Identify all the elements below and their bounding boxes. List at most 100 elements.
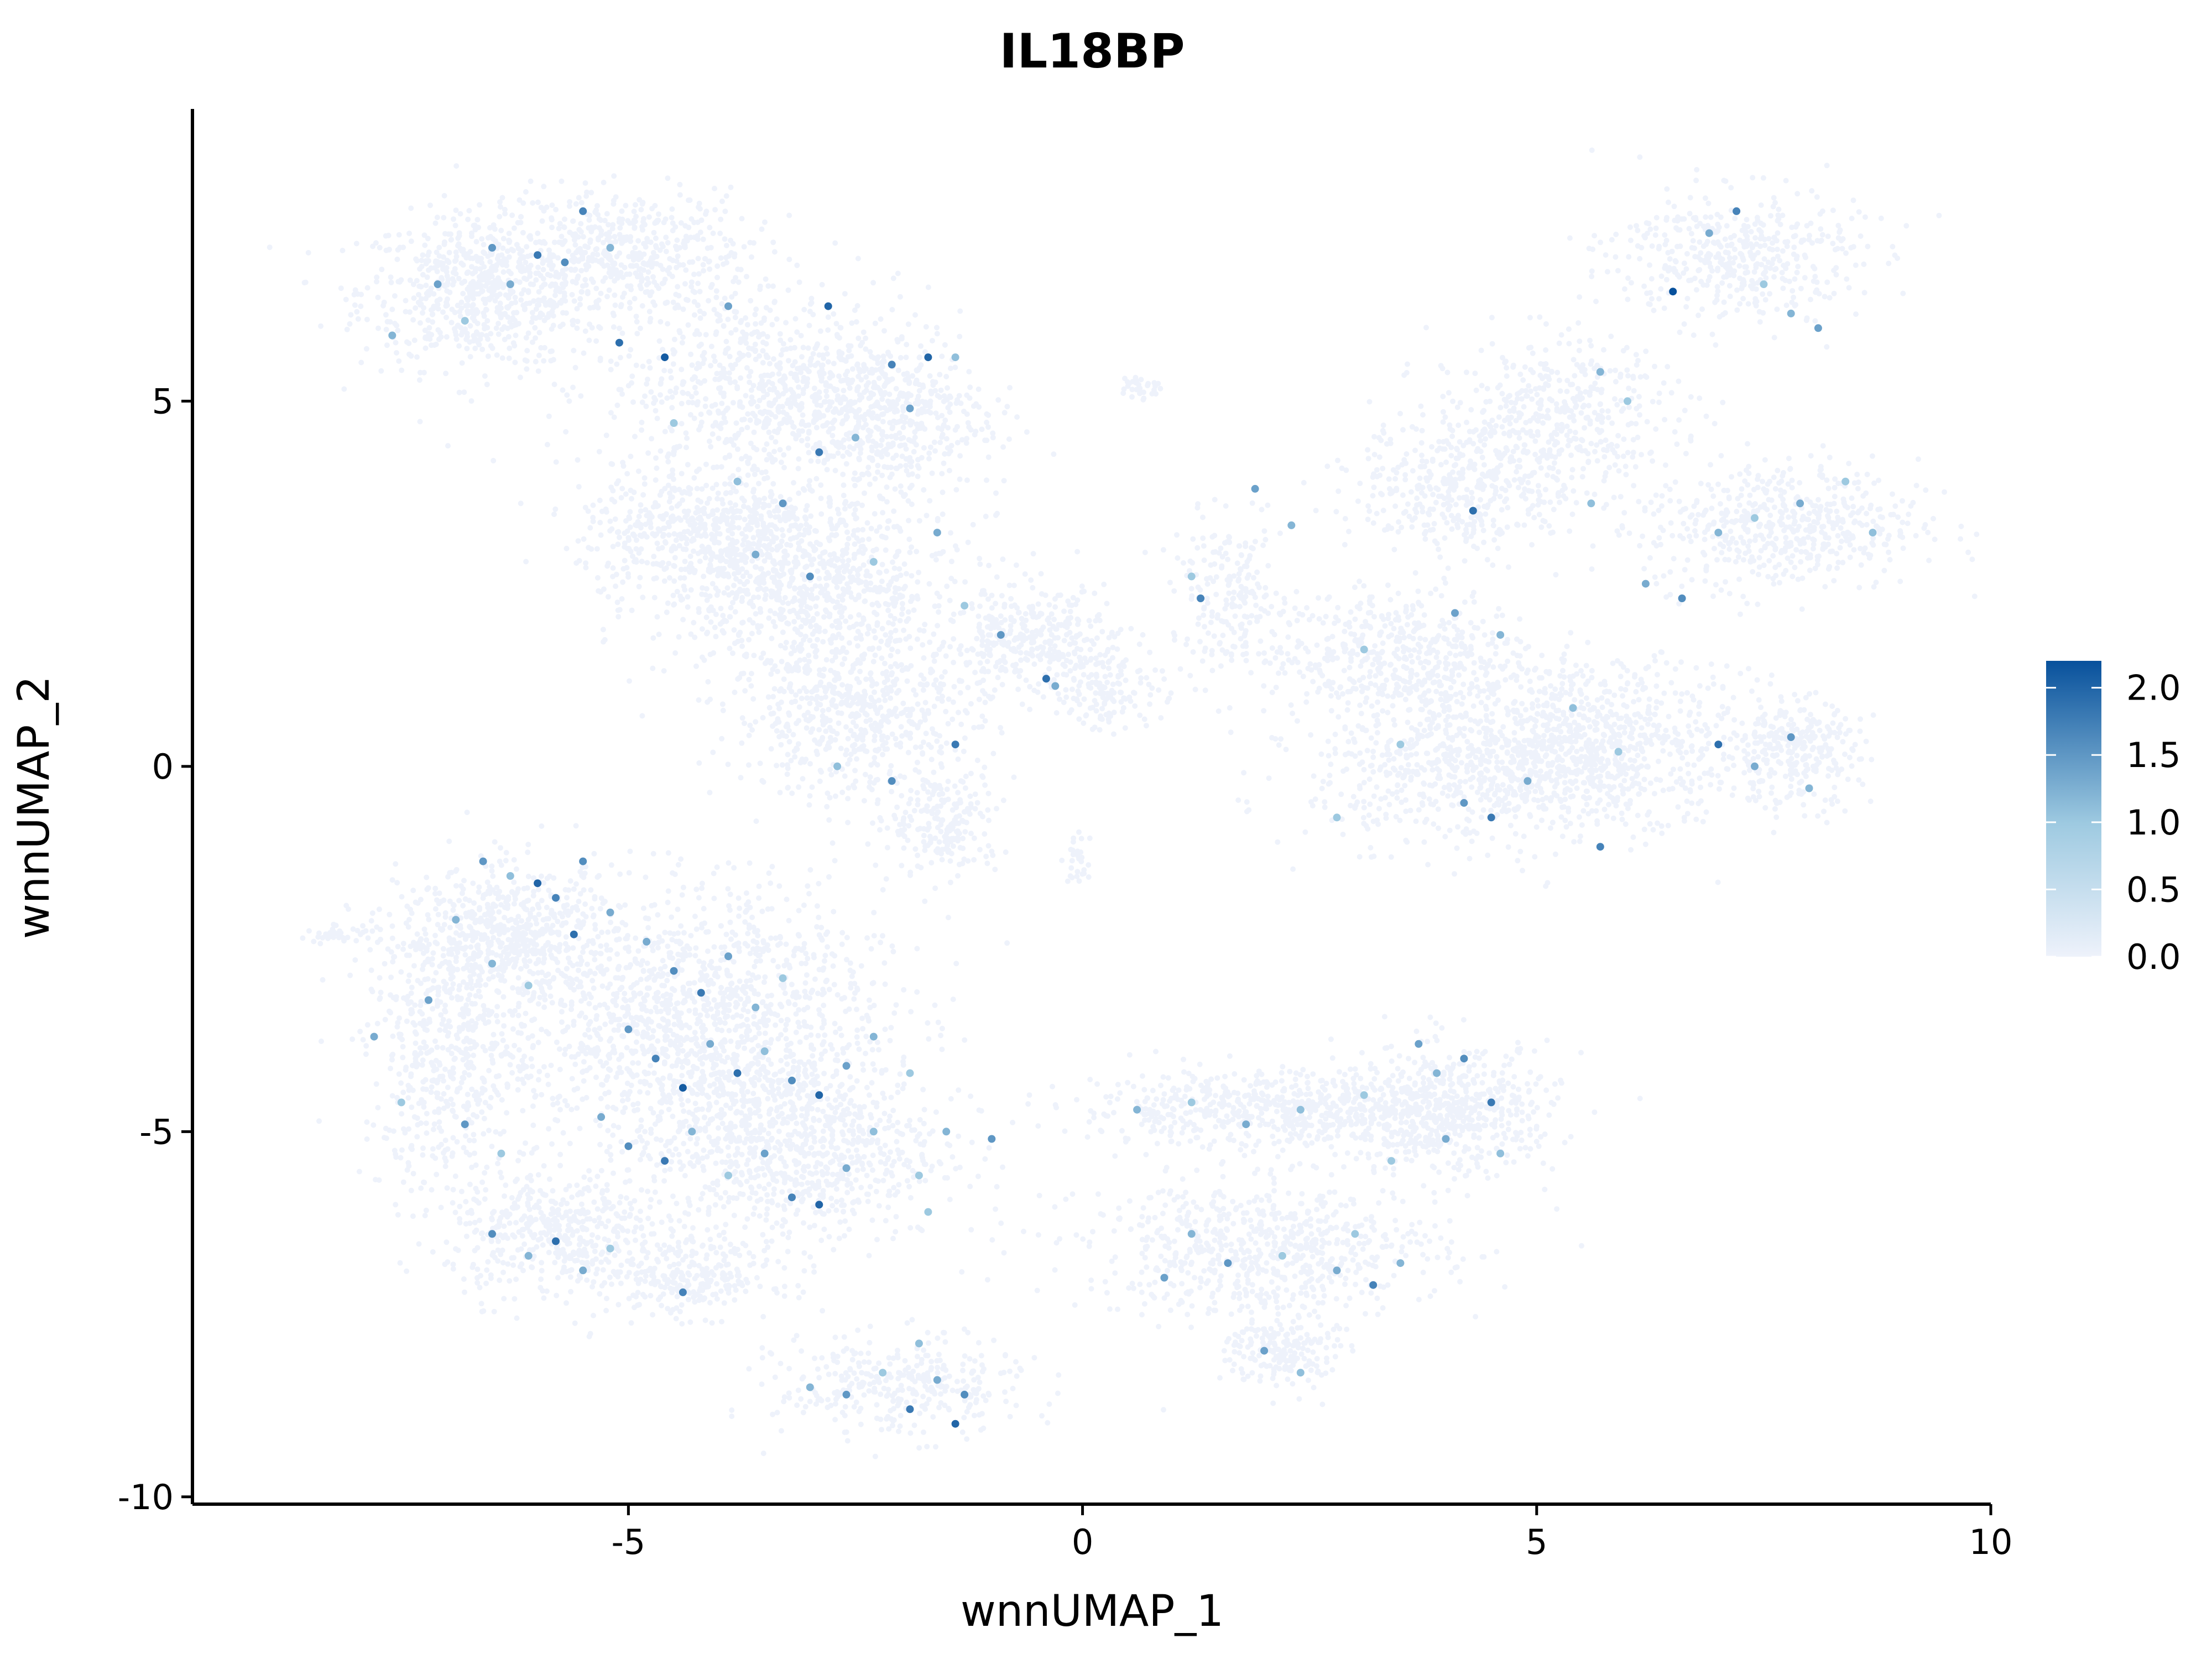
background-cell <box>936 839 942 845</box>
background-cell <box>651 594 658 601</box>
background-cell <box>877 585 883 591</box>
background-cell <box>802 565 808 570</box>
background-cell <box>396 358 402 364</box>
background-cell <box>672 555 678 561</box>
background-cell <box>901 419 907 425</box>
background-cell <box>594 575 601 581</box>
background-cell <box>872 320 878 326</box>
background-cell <box>1051 451 1057 457</box>
background-cell <box>810 311 816 317</box>
background-cell <box>770 283 776 289</box>
background-cell <box>784 762 790 768</box>
background-cell <box>1015 634 1021 640</box>
background-cell <box>788 758 794 764</box>
background-cell <box>746 637 752 643</box>
background-cell <box>358 359 364 366</box>
background-cell <box>755 624 761 630</box>
background-cell <box>775 408 781 414</box>
background-cell <box>720 707 726 713</box>
background-cell <box>832 240 838 246</box>
background-cell <box>699 486 705 492</box>
background-cell <box>662 216 669 222</box>
background-cell <box>1110 681 1116 687</box>
background-cell <box>781 416 787 422</box>
background-cell <box>629 263 635 269</box>
background-cell <box>802 633 808 639</box>
background-cell <box>926 821 932 827</box>
background-cell <box>524 366 530 372</box>
background-cell <box>726 592 732 598</box>
background-cell <box>984 644 990 650</box>
background-cell <box>735 631 742 637</box>
background-cell <box>885 607 891 613</box>
background-cell <box>766 503 772 509</box>
background-cell <box>644 534 650 540</box>
background-cell <box>948 576 954 581</box>
background-cell <box>457 211 463 217</box>
background-cell <box>721 323 727 329</box>
background-cell <box>680 497 686 503</box>
background-cell <box>792 316 799 322</box>
background-cell <box>575 234 581 240</box>
background-cell <box>703 614 709 620</box>
background-cell <box>915 863 921 869</box>
background-cell <box>732 690 738 695</box>
background-cell <box>798 624 804 630</box>
background-cell <box>427 202 433 208</box>
background-cell <box>757 398 763 404</box>
background-cell <box>520 229 526 236</box>
background-cell <box>713 294 719 300</box>
background-cell <box>808 300 815 306</box>
background-cell <box>541 282 547 288</box>
background-cell <box>549 202 555 208</box>
background-cell <box>861 798 867 804</box>
background-cell <box>611 201 617 207</box>
background-cell <box>354 309 360 315</box>
background-cell <box>962 829 968 835</box>
background-cell <box>536 352 542 358</box>
background-cell <box>577 246 583 252</box>
background-cell <box>918 362 924 368</box>
background-cell <box>940 489 946 495</box>
background-cell <box>914 368 920 374</box>
background-cell <box>839 682 846 688</box>
background-cell <box>679 471 685 477</box>
background-cell <box>828 772 834 778</box>
background-cell <box>612 233 618 239</box>
background-cell <box>462 326 468 332</box>
background-cell <box>441 239 447 245</box>
background-cell <box>671 544 676 550</box>
background-cell <box>763 469 769 475</box>
background-cell <box>982 764 988 770</box>
background-cell <box>914 549 920 555</box>
background-cell <box>716 435 722 441</box>
background-cell <box>879 655 885 661</box>
background-cell <box>418 284 424 290</box>
background-cell <box>906 392 912 398</box>
background-cell <box>769 381 775 387</box>
background-cell <box>562 273 568 279</box>
background-cell <box>903 354 909 361</box>
background-cell <box>875 354 881 360</box>
background-cell <box>668 375 674 381</box>
background-cell <box>946 468 952 473</box>
background-cell <box>675 253 681 259</box>
background-cell <box>877 524 883 530</box>
background-cell <box>792 626 798 632</box>
background-cell <box>909 458 915 465</box>
background-cell <box>989 694 995 700</box>
background-cell <box>859 340 865 346</box>
background-cell <box>636 583 642 589</box>
background-cell <box>829 728 835 734</box>
background-cell <box>702 378 708 384</box>
background-cell <box>846 557 852 564</box>
background-cell <box>595 212 601 218</box>
background-cell <box>383 247 389 253</box>
background-cell <box>742 333 748 339</box>
background-cell <box>863 676 869 682</box>
background-cell <box>751 429 757 435</box>
background-cell <box>779 527 785 533</box>
background-cell <box>422 242 428 248</box>
background-cell <box>906 634 912 640</box>
background-cell <box>851 747 857 753</box>
